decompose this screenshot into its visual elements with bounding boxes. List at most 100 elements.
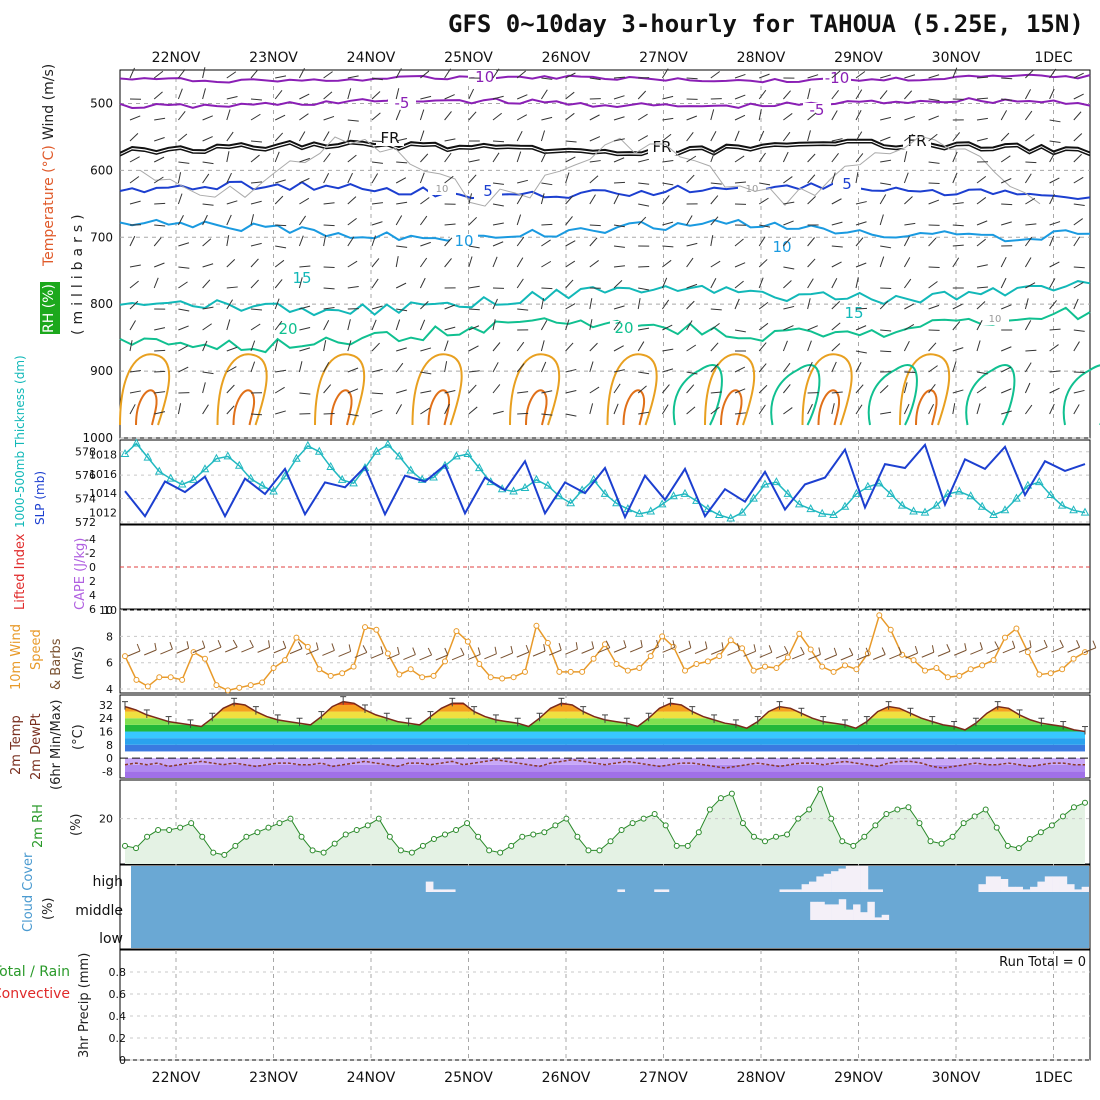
thickness-marker <box>806 504 816 513</box>
contour-label-bg <box>428 180 456 195</box>
wind-barb <box>178 308 190 312</box>
wind-barb <box>202 88 206 100</box>
wind-barb <box>347 367 359 373</box>
wind-speed-marker <box>796 630 803 637</box>
wind-barb <box>540 340 545 352</box>
date-label-top: 28NOV <box>737 50 786 66</box>
wind-barb <box>758 277 764 289</box>
rh-marker <box>464 820 471 827</box>
wind-barb <box>613 245 625 248</box>
cloud-cover-bar <box>1081 886 1090 892</box>
surface-wind-barb <box>792 653 805 660</box>
wind-barb <box>371 112 381 121</box>
chart-title: GFS 0~10day 3-hourly for TAHOUA (5.25E, … <box>448 10 1084 38</box>
wind-barb <box>347 260 358 268</box>
wind-barb <box>492 319 496 331</box>
contour-label: 5 <box>483 182 493 200</box>
wind-barb <box>807 153 816 163</box>
thickness-marker <box>680 488 690 497</box>
wind-barb <box>758 342 767 352</box>
surface-wind-barb <box>856 654 870 661</box>
wind-barb <box>710 131 717 142</box>
thickness-marker <box>932 500 941 509</box>
wind-barb <box>202 404 209 415</box>
wind-barb <box>1000 132 1010 142</box>
wind-speed-marker <box>316 666 323 673</box>
cloud-cover-bar <box>794 889 802 892</box>
cloud-cover-bar <box>867 901 875 920</box>
thickness-marker <box>543 480 553 489</box>
wind-barb <box>1025 69 1034 79</box>
thickness-marker <box>840 501 850 510</box>
wind-barb <box>371 258 380 268</box>
wind-speed-marker <box>556 668 563 675</box>
wind-barb <box>202 115 213 121</box>
cloud-cover-bar <box>845 866 854 892</box>
wind-barb <box>226 95 238 100</box>
date-label-bottom: 22NOV <box>152 1070 201 1086</box>
date-label-bottom: 28NOV <box>737 1070 786 1086</box>
rh-marker <box>784 831 791 838</box>
surface-wind-barb <box>1083 647 1096 654</box>
rh-marker <box>1026 836 1033 843</box>
wind-barb <box>613 181 626 184</box>
wind-barb <box>1073 176 1084 184</box>
wind-speed-marker <box>956 672 963 679</box>
contour-label: -5 <box>395 94 410 112</box>
wind-barb <box>250 113 261 121</box>
wind-barb <box>250 98 262 101</box>
wind-barb <box>880 116 891 121</box>
wind-barb <box>831 198 842 205</box>
surface-wind-barb <box>970 648 983 655</box>
wind-barb <box>565 413 577 417</box>
wind-barb <box>879 300 889 310</box>
wind-barb <box>1000 178 1012 184</box>
surface-wind-barb-flag <box>979 642 983 650</box>
wind-barb <box>1025 197 1036 205</box>
rh-axis-label: 2m RH (%) <box>31 804 84 848</box>
wind-barb <box>565 279 574 289</box>
surface-wind-barb-flag <box>427 647 433 656</box>
wind-barb <box>444 390 456 394</box>
wind-barb <box>565 342 574 352</box>
thickness-line <box>124 442 1086 520</box>
wind-barb <box>371 368 383 373</box>
wind-barb <box>904 196 913 205</box>
date-label-top: 30NOV <box>932 50 981 66</box>
wind-barb <box>129 235 136 247</box>
wind-barb <box>153 237 162 247</box>
wind-barb <box>565 195 574 205</box>
wind-barb <box>323 287 335 290</box>
wind-speed-marker <box>236 684 243 691</box>
rh-marker <box>574 833 581 840</box>
surface-wind-barb <box>986 648 999 654</box>
wind-speed-line <box>124 613 1086 692</box>
cloud-cover-bar <box>661 889 670 892</box>
surface-wind-barb-flag <box>946 644 951 652</box>
wind-barb <box>928 342 937 352</box>
cloud-cover-bar <box>779 889 788 892</box>
cloud-cover-label: Cloud Cover <box>21 852 36 932</box>
wind-barb <box>831 403 835 415</box>
surface-wind-barb <box>176 647 189 654</box>
wind-barb <box>880 329 892 332</box>
wind-barb <box>686 215 693 226</box>
wind-barb <box>226 299 234 310</box>
wind-barb <box>177 193 183 205</box>
cloud-cover-bar <box>1052 876 1060 892</box>
wind-barb <box>831 138 843 142</box>
thickness-marker <box>966 491 976 500</box>
surface-wind-barb <box>403 654 416 661</box>
wind-barb <box>686 320 693 331</box>
wind-barb <box>589 403 594 415</box>
wind-speed-marker <box>213 682 220 689</box>
wind-barb <box>637 113 648 121</box>
lifted-index-tick-label: 6 <box>89 603 96 616</box>
wind-speed-marker <box>739 645 746 652</box>
thickness-tick-label: 572 <box>75 516 96 529</box>
rh-marker <box>331 840 338 847</box>
wind-barb <box>202 67 206 79</box>
surface-wind-barb <box>954 649 967 656</box>
rh-boundary-contour-inner <box>330 389 353 426</box>
wind-barb <box>1025 349 1037 352</box>
